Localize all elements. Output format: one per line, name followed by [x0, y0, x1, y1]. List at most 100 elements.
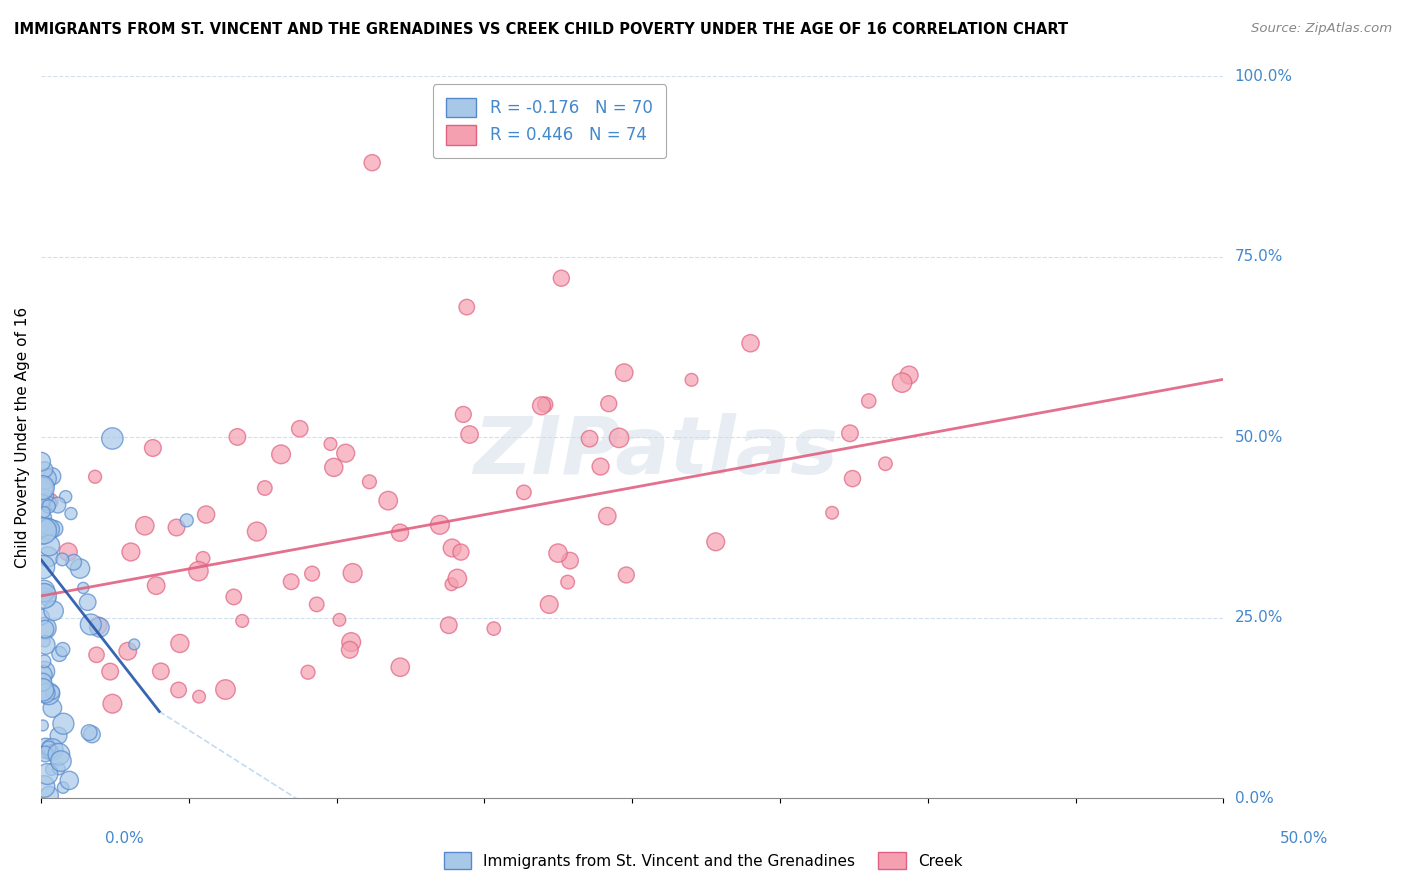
Point: [77, 725, 100, 739]
Point: [31, 510, 53, 524]
Point: [176, 513, 198, 527]
Point: [191, 551, 214, 566]
Point: [37, 592, 59, 607]
Point: [589, 459, 612, 474]
Point: [898, 368, 921, 382]
Point: [41, 469, 63, 483]
Point: [558, 553, 581, 567]
Point: [52, 642, 75, 657]
Text: ZIPatlas: ZIPatlas: [474, 412, 838, 491]
Point: [389, 660, 412, 674]
Point: [231, 614, 253, 628]
Point: [342, 566, 364, 580]
Point: [31, 494, 53, 508]
Point: [614, 568, 637, 582]
Point: [305, 598, 328, 612]
Point: [49, 754, 72, 768]
Point: [458, 427, 481, 442]
Point: [38, 741, 60, 756]
Text: 0.0%: 0.0%: [105, 831, 145, 846]
Point: [166, 520, 188, 534]
Point: [557, 575, 579, 590]
Point: [388, 525, 411, 540]
Point: [280, 574, 302, 589]
Point: [34, 747, 56, 761]
Point: [41, 701, 63, 715]
Point: [32, 718, 55, 732]
Point: [86, 648, 108, 662]
Point: [52, 780, 75, 795]
Point: [429, 517, 451, 532]
Text: 25.0%: 25.0%: [1234, 610, 1282, 625]
Text: 50.0%: 50.0%: [1281, 831, 1329, 846]
Point: [120, 545, 142, 559]
Point: [188, 690, 211, 704]
Point: [80, 727, 103, 741]
Point: [34, 583, 56, 598]
Point: [98, 665, 121, 679]
Point: [41, 742, 63, 756]
Point: [41, 745, 63, 759]
Point: [48, 747, 70, 761]
Point: [450, 545, 472, 559]
Point: [34, 622, 56, 636]
Point: [550, 271, 572, 285]
Point: [31, 682, 53, 697]
Point: [195, 508, 218, 522]
Point: [149, 665, 172, 679]
Point: [101, 432, 124, 446]
Point: [38, 496, 60, 510]
Point: [322, 460, 344, 475]
Point: [117, 644, 139, 658]
Point: [145, 579, 167, 593]
Point: [839, 426, 862, 441]
Point: [38, 494, 60, 508]
Point: [359, 475, 381, 489]
Point: [84, 469, 107, 483]
Point: [30, 455, 52, 469]
Point: [48, 762, 70, 776]
Point: [37, 549, 59, 564]
Point: [31, 675, 53, 690]
Point: [253, 481, 276, 495]
Point: [37, 520, 59, 534]
Point: [440, 577, 463, 591]
Point: [740, 336, 762, 351]
Point: [538, 598, 561, 612]
Point: [534, 397, 557, 411]
Point: [37, 767, 59, 781]
Legend: R = -0.176   N = 70, R = 0.446   N = 74: R = -0.176 N = 70, R = 0.446 N = 74: [433, 85, 666, 158]
Point: [35, 741, 58, 756]
Point: [38, 687, 60, 701]
Point: [328, 613, 350, 627]
Point: [52, 716, 75, 731]
Point: [32, 532, 55, 546]
Point: [607, 431, 630, 445]
Point: [437, 618, 460, 632]
Point: [58, 773, 80, 788]
Point: [34, 588, 56, 602]
Point: [48, 729, 70, 743]
Point: [226, 430, 249, 444]
Point: [142, 441, 165, 455]
Point: [69, 561, 91, 575]
Point: [578, 432, 600, 446]
Point: [34, 462, 56, 476]
Point: [58, 545, 80, 559]
Point: [34, 634, 56, 648]
Point: [704, 534, 727, 549]
Point: [169, 636, 191, 650]
Point: [87, 618, 110, 632]
Point: [222, 590, 245, 604]
Point: [89, 620, 111, 634]
Point: [62, 555, 84, 569]
Point: [270, 447, 292, 461]
Text: 100.0%: 100.0%: [1234, 69, 1292, 84]
Point: [339, 642, 361, 657]
Point: [335, 446, 357, 460]
Point: [35, 638, 58, 652]
Point: [513, 485, 536, 500]
Point: [547, 546, 569, 560]
Point: [32, 560, 55, 574]
Point: [288, 422, 311, 436]
